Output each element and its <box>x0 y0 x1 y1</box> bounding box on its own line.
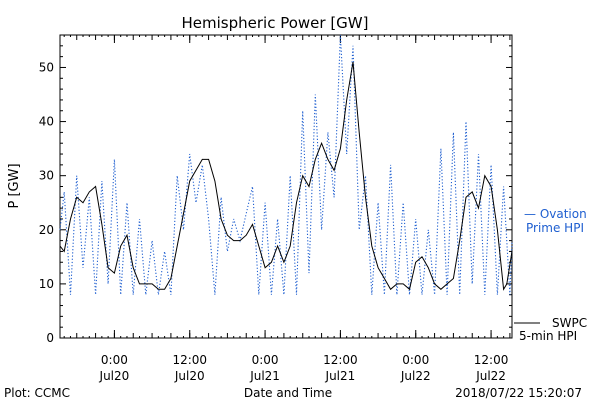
x-tick-label-date: Jul20 <box>174 369 205 383</box>
x-tick-label-time: 0:00 <box>101 353 128 367</box>
legend-swpc-line1: SWPC <box>552 316 587 330</box>
y-tick-label: 20 <box>39 223 54 237</box>
y-axis-ticks: 0 10 20 30 40 50 <box>39 34 512 345</box>
y-tick-label: 40 <box>39 115 54 129</box>
x-tick-label-date: Jul21 <box>249 369 280 383</box>
x-tick-label-date: Jul22 <box>475 369 506 383</box>
y-axis-label: P [GW] <box>7 163 22 208</box>
x-tick-label-time: 12:00 <box>474 353 509 367</box>
x-tick-label-date: Jul21 <box>325 369 356 383</box>
series-line-ovation-prime-hpi <box>59 34 513 295</box>
series-layer <box>59 34 513 295</box>
legend: — Ovation Prime HPI SWPC 5-min HPI <box>514 207 587 343</box>
x-tick-label-date: Jul22 <box>400 369 431 383</box>
legend-ovation-line2: Prime HPI <box>526 221 584 235</box>
footer-x-axis-label: Date and Time <box>244 386 332 400</box>
y-tick-label: 50 <box>39 60 54 74</box>
legend-swpc-line2: 5-min HPI <box>519 329 577 343</box>
x-axis-ticks: 0:00 Jul20 12:00 Jul20 0:00 Jul21 12:00 Jul21 0:… <box>63 35 511 383</box>
footer-timestamp: 2018/07/22 15:20:07 <box>455 386 582 400</box>
y-tick-label: 10 <box>39 277 54 291</box>
x-tick-label-time: 0:00 <box>402 353 429 367</box>
y-tick-label: 0 <box>46 331 54 345</box>
legend-ovation-line1: — Ovation <box>524 207 587 221</box>
x-tick-label-time: 12:00 <box>323 353 358 367</box>
x-tick-label-time: 0:00 <box>252 353 279 367</box>
x-tick-label-date: Jul20 <box>99 369 130 383</box>
x-tick-label-time: 12:00 <box>172 353 207 367</box>
chart-title: Hemispheric Power [GW] <box>182 14 369 32</box>
footer-plot-credit: Plot: CCMC <box>4 386 70 400</box>
series-line-swpc-5-min-hpi <box>59 62 513 291</box>
y-tick-label: 30 <box>39 169 54 183</box>
